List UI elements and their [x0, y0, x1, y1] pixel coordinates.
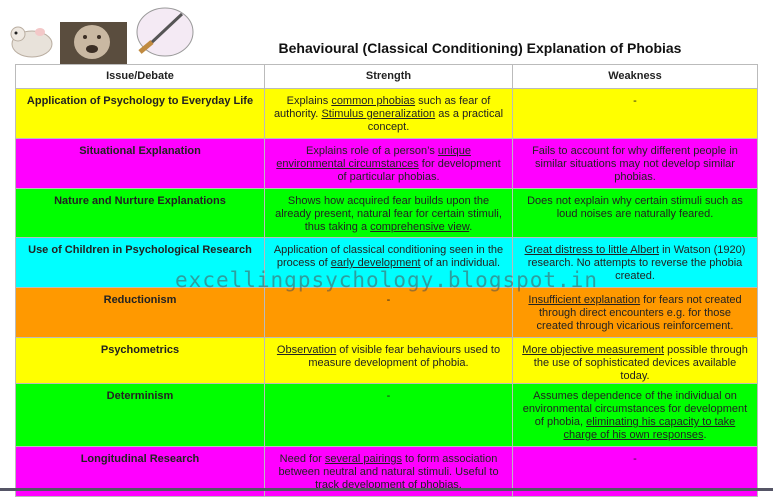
weakness-cell: Great distress to little Albert in Watso…: [512, 237, 758, 288]
table-row: Nature and Nurture Explanations Shows how…: [15, 188, 758, 238]
weakness-cell: More objective measurement possible thro…: [512, 337, 758, 384]
strength-cell: -: [264, 383, 513, 447]
issue-cell: Nature and Nurture Explanations: [15, 188, 265, 238]
issue-cell: Psychometrics: [15, 337, 265, 384]
strength-cell: Explains common phobias such as fear of …: [264, 88, 513, 139]
cell-text: Shows how acquired fear builds upon the …: [275, 195, 502, 233]
strength-cell: -: [264, 287, 513, 338]
table-row: Use of Children in Psychological Researc…: [15, 237, 758, 288]
cell-text: -: [386, 390, 391, 402]
cell-text: Application of classical conditioning se…: [273, 244, 504, 269]
baby-photo: [60, 22, 127, 64]
weakness-cell: Insufficient explanation for fears not c…: [512, 287, 758, 338]
footer-bar: [0, 488, 773, 491]
hamster-icon: [10, 26, 53, 58]
header-icons: [10, 7, 194, 64]
cell-text: Reductionism: [103, 294, 177, 306]
cell-text: Nature and Nurture Explanations: [54, 195, 226, 207]
cell-text: Assumes dependence of the individual on …: [522, 390, 748, 428]
cell-text: .: [469, 221, 473, 233]
cell-text: eliminating his capacity to take charge …: [563, 416, 736, 441]
header-row: Issue/Debate Strength Weakness: [15, 64, 758, 89]
cell-text: comprehensive view: [370, 221, 470, 233]
issue-cell: Situational Explanation: [15, 138, 265, 189]
column-header: Strength: [264, 64, 513, 89]
cell-text: possible through the use of sophisticate…: [533, 344, 748, 382]
cell-text: as a practical concept.: [367, 108, 504, 133]
cell-text: Fails to account for why different peopl…: [532, 145, 738, 183]
table-row: Application of Psychology to Everyday Li…: [15, 88, 758, 139]
thermometer-icon: [136, 7, 194, 57]
cell-text: Observation: [276, 344, 337, 356]
phobia-table: Issue/Debate Strength Weakness Application…: [15, 64, 758, 497]
cell-text: Great distress to little Albert: [524, 244, 660, 256]
cell-text: of visible fear behaviours used to measu…: [308, 344, 501, 369]
issue-cell: Use of Children in Psychological Researc…: [15, 237, 265, 288]
strength-cell: Explains role of a person’s unique envir…: [264, 138, 513, 189]
weakness-cell: Assumes dependence of the individual on …: [512, 383, 758, 447]
cell-text: Explains role of a person’s: [306, 145, 438, 157]
table-row: Psychometrics Observation of visible fear…: [15, 337, 758, 384]
weakness-cell: Fails to account for why different peopl…: [512, 138, 758, 189]
cell-text: Does not explain why certain stimuli suc…: [527, 195, 743, 220]
cell-text: -: [633, 453, 637, 465]
cell-text: Application of Psychology to Everyday Li…: [26, 95, 254, 107]
cell-text: such as fear of authority.: [273, 95, 491, 120]
strength-cell: Application of classical conditioning se…: [264, 237, 513, 288]
cell-text: unique environmental circumstances: [276, 145, 471, 170]
column-header: Issue/Debate: [15, 64, 265, 89]
cell-text: Insufficient explanation: [528, 294, 641, 306]
column-header: Weakness: [512, 64, 758, 89]
issue-cell: Application of Psychology to Everyday Li…: [15, 88, 265, 139]
cell-text: Psychometrics: [100, 344, 180, 356]
strength-cell: Shows how acquired fear builds upon the …: [264, 188, 513, 238]
cell-text: common phobias: [331, 95, 416, 107]
table-row: Determinism - Assumes dependence of the in…: [15, 383, 758, 447]
cell-text: in Watson (1920) research. No attempts t…: [527, 244, 746, 282]
cell-text: early development: [330, 257, 421, 269]
cell-text: Longitudinal Research: [80, 453, 200, 465]
cell-text: Determinism: [106, 390, 174, 402]
cell-text: -: [633, 95, 637, 107]
cell-text: Situational Explanation: [79, 145, 201, 157]
cell-text: Need for: [279, 453, 325, 465]
weakness-cell: -: [512, 88, 758, 139]
cell-text: Explains: [286, 95, 332, 107]
table-row: Situational Explanation Explains role of …: [15, 138, 758, 189]
weakness-cell: Does not explain why certain stimuli suc…: [512, 188, 758, 238]
cell-text: .: [703, 429, 707, 441]
cell-text: More objective measurement: [522, 344, 665, 356]
cell-text: for fears not created through direct enc…: [536, 294, 742, 332]
cell-text: of an individual.: [420, 257, 501, 269]
cell-text: several pairings: [324, 453, 402, 465]
cell-text: -: [386, 294, 391, 306]
table-row: Reductionism - Insufficient explanation fo…: [15, 287, 758, 338]
strength-cell: Observation of visible fear behaviours u…: [264, 337, 513, 384]
issue-cell: Determinism: [15, 383, 265, 447]
cell-text: for development of particular phobias.: [337, 158, 501, 183]
issue-cell: Reductionism: [15, 287, 265, 338]
cell-text: Stimulus generalization: [321, 108, 436, 120]
page-title: Behavioural (Classical Conditioning) Exp…: [278, 40, 682, 56]
cell-text: Use of Children in Psychological Researc…: [28, 244, 252, 256]
